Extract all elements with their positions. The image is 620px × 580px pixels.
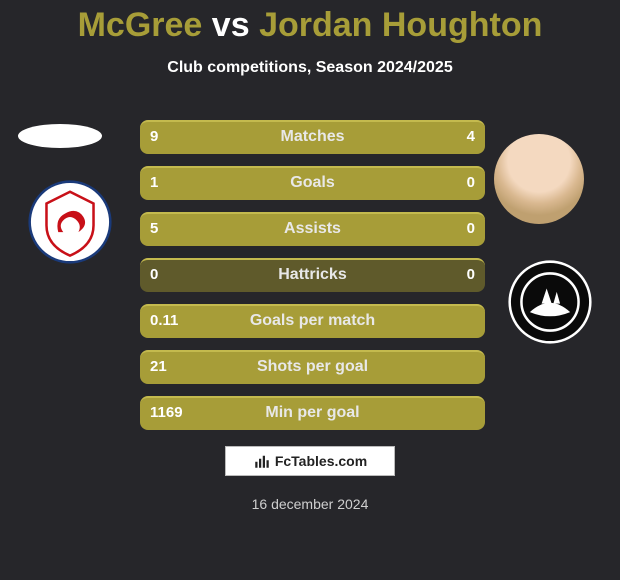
stat-value-left: 0.11 [150,304,178,338]
stat-value-left: 1 [150,166,158,200]
stat-row: 1169Min per goal [140,396,485,430]
chart-icon [253,452,271,470]
comparison-title: McGree vs Jordan Houghton [0,0,620,45]
date-label: 16 december 2024 [0,496,620,512]
subtitle: Club competitions, Season 2024/2025 [0,59,620,77]
stat-bar-left [140,258,313,292]
vs-label: vs [212,6,250,44]
stat-row: 10Goals [140,166,485,200]
player2-club-badge [508,260,592,344]
player1-club-badge [28,180,112,264]
stat-value-right: 4 [467,120,475,154]
stat-value-left: 1169 [150,396,183,430]
stat-row: 00Hattricks [140,258,485,292]
stat-bar-left [140,212,485,246]
player1-portrait [18,124,102,148]
stat-value-left: 9 [150,120,158,154]
brand-label: FcTables.com [275,453,367,469]
stat-bar-left [140,350,485,384]
stat-bar-left [140,120,371,154]
stat-value-left: 21 [150,350,167,384]
player1-name: McGree [78,6,203,44]
player2-name: Jordan Houghton [259,6,542,44]
stat-row: 21Shots per goal [140,350,485,384]
stat-row: 94Matches [140,120,485,154]
stat-row: 50Assists [140,212,485,246]
player2-portrait [494,134,584,224]
stat-value-right: 0 [467,212,475,246]
stat-row: 0.11Goals per match [140,304,485,338]
brand-badge[interactable]: FcTables.com [225,446,395,476]
stat-value-left: 0 [150,258,158,292]
stat-value-left: 5 [150,212,158,246]
stat-bar-right [312,258,485,292]
stat-bar-left [140,396,485,430]
stat-bar-left [140,304,485,338]
stat-value-right: 0 [467,258,475,292]
stat-value-right: 0 [467,166,475,200]
stat-bar-left [140,166,485,200]
stats-chart: 94Matches10Goals50Assists00Hattricks0.11… [140,120,485,442]
